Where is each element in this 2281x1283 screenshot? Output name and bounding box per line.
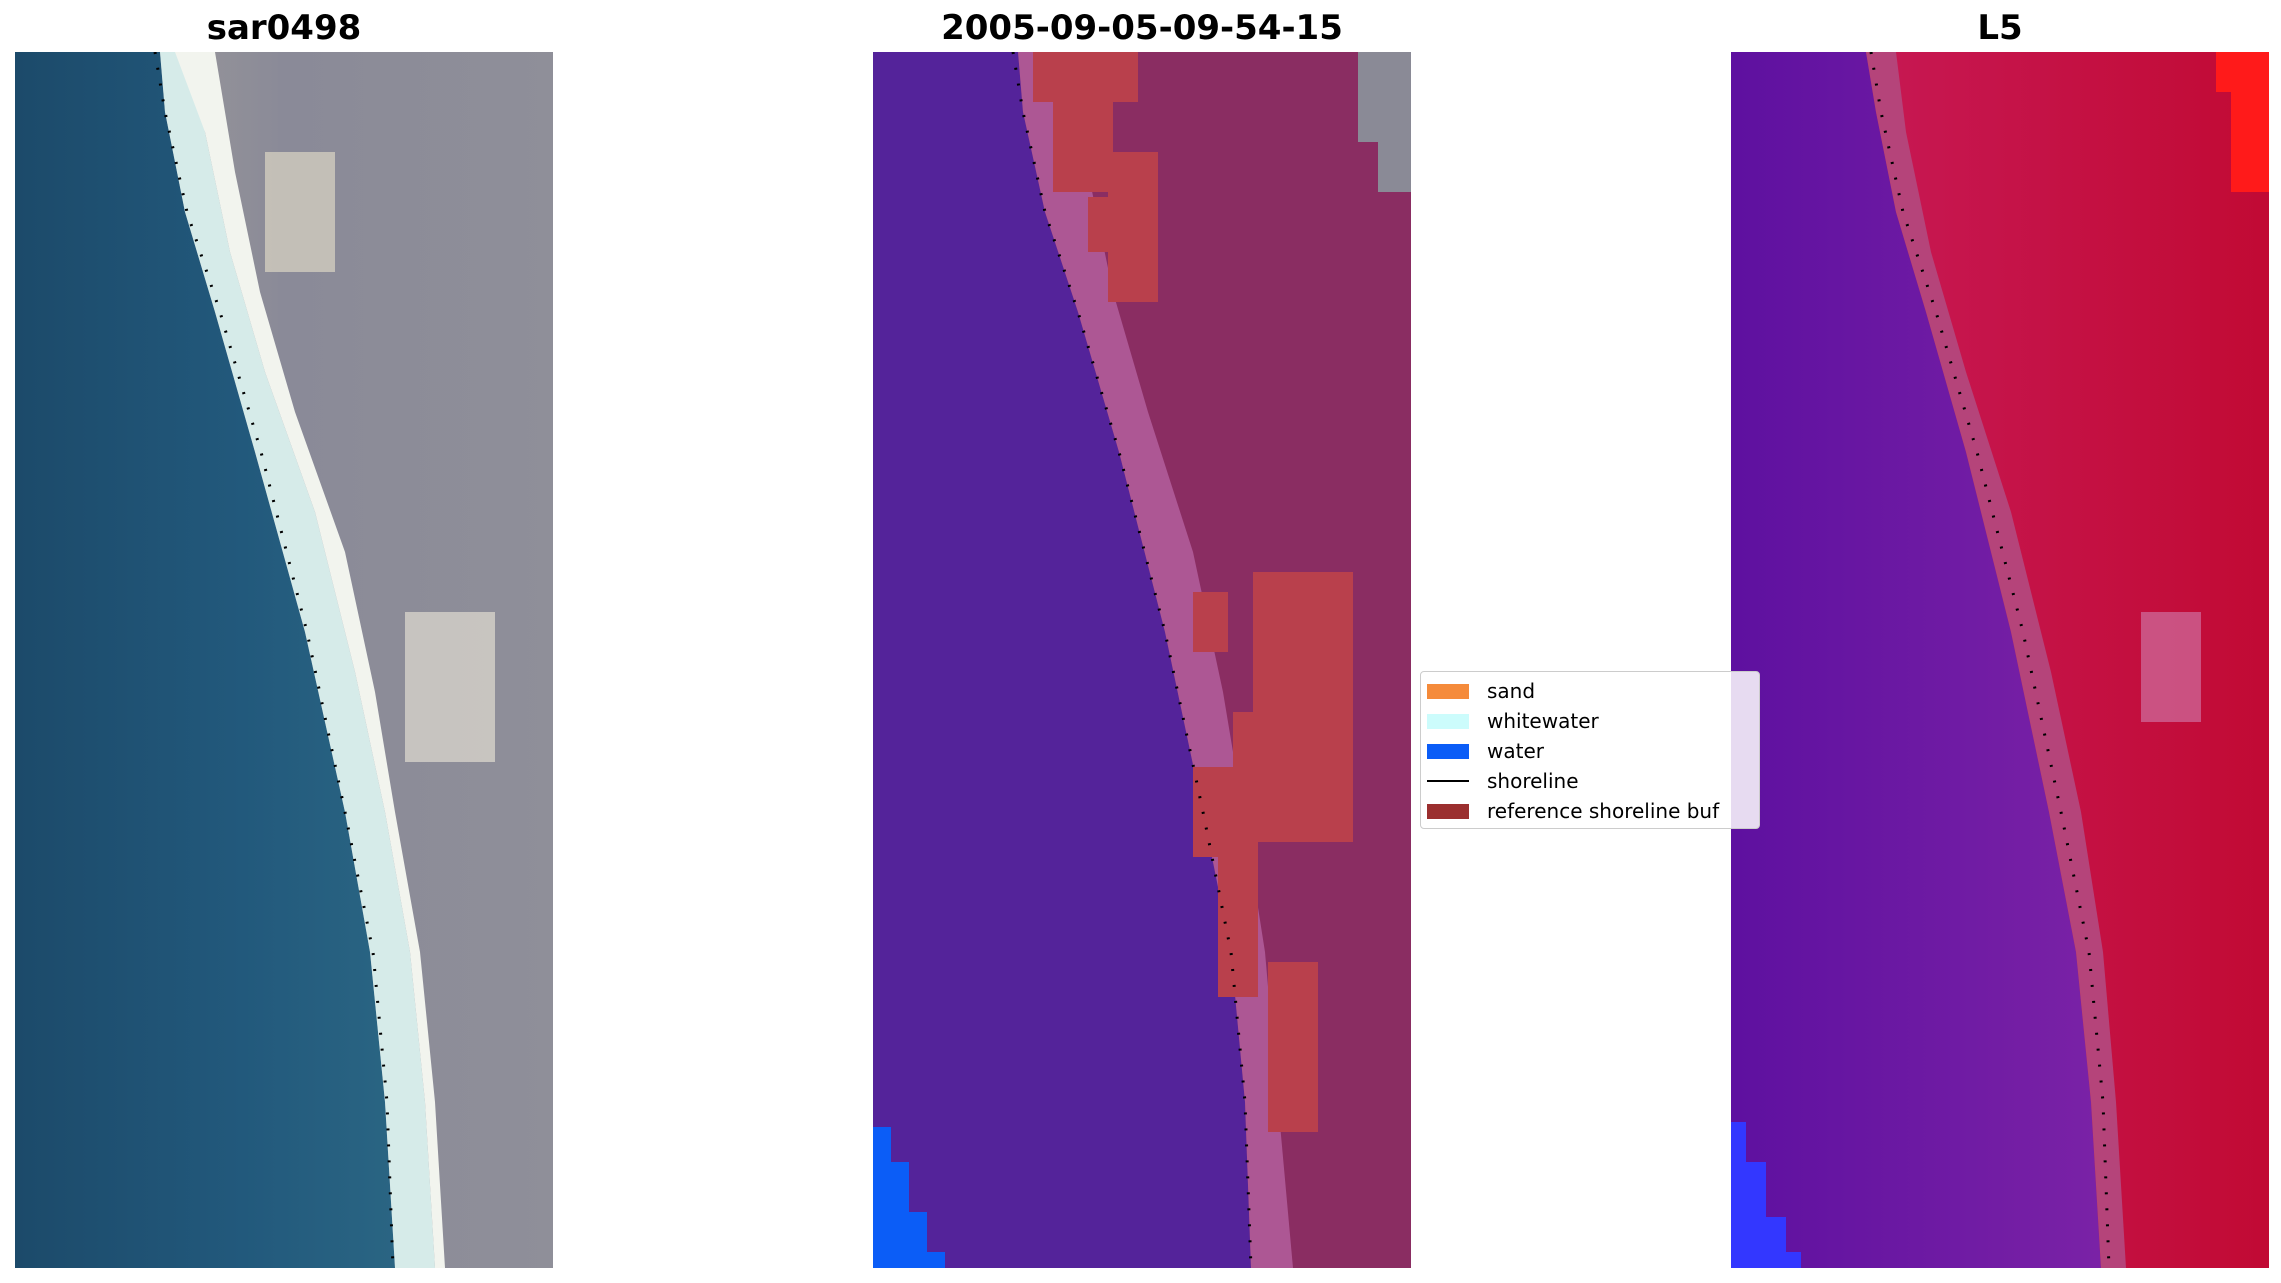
legend-label-shoreline: shoreline — [1487, 769, 1579, 793]
legend: sand whitewater water shoreline referenc… — [1420, 671, 1760, 829]
legend-label-reference-buffer: reference shoreline buf — [1487, 799, 1720, 823]
whitewater-swatch — [1427, 714, 1469, 729]
shoreline-line — [1011, 52, 1253, 1268]
legend-item-water: water — [1421, 738, 1759, 764]
classification-panel — [873, 52, 1411, 1268]
shoreline-swatch — [1427, 780, 1469, 782]
water-swatch — [1427, 744, 1469, 759]
sand-swatch — [1427, 684, 1469, 699]
reference-buffer-swatch — [1427, 804, 1469, 819]
panel-title-classification: 2005-09-05-09-54-15 — [941, 8, 1343, 48]
rgb-image — [15, 52, 553, 1268]
legend-label-water: water — [1487, 739, 1544, 763]
shoreline-line — [153, 52, 395, 1268]
shoreline-line — [1869, 52, 2111, 1268]
legend-item-whitewater: whitewater — [1421, 708, 1759, 734]
panel-title-rgb: sar0498 — [206, 8, 362, 48]
rgb-image-panel — [15, 52, 553, 1268]
panel-title-index: L5 — [1977, 8, 2023, 48]
legend-label-sand: sand — [1487, 679, 1536, 703]
classification-image — [873, 52, 1411, 1268]
index-panel — [1731, 52, 2269, 1268]
index-image — [1731, 52, 2269, 1268]
legend-item-reference-buffer: reference shoreline buf — [1421, 798, 1759, 824]
legend-label-whitewater: whitewater — [1487, 709, 1599, 733]
legend-item-sand: sand — [1421, 678, 1759, 704]
legend-item-shoreline: shoreline — [1421, 768, 1759, 794]
